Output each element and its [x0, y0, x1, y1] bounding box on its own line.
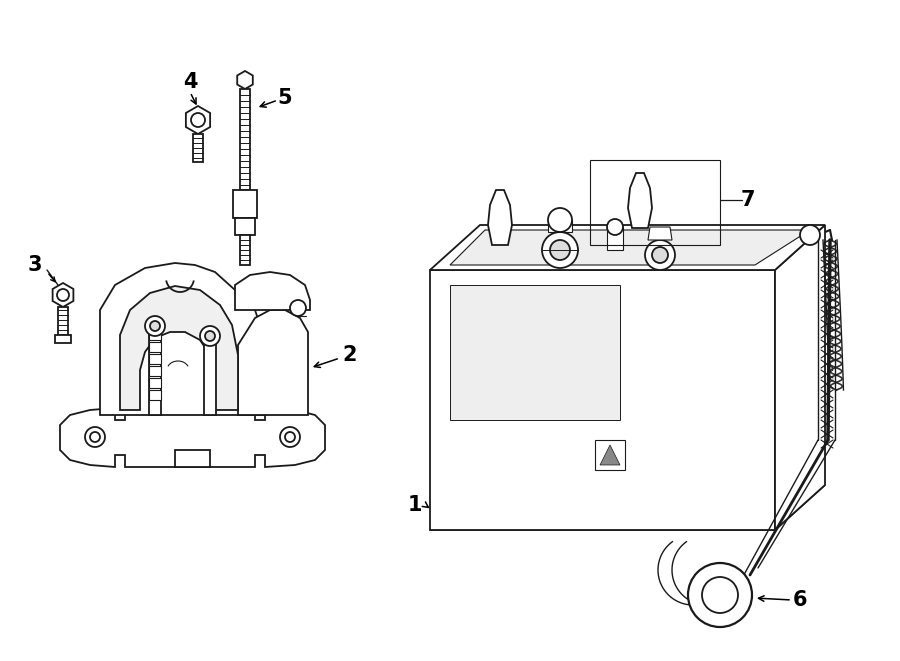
- Polygon shape: [60, 408, 325, 467]
- Text: 5: 5: [278, 88, 293, 108]
- Polygon shape: [607, 227, 623, 250]
- Circle shape: [800, 225, 820, 245]
- Polygon shape: [149, 342, 161, 352]
- Polygon shape: [450, 230, 810, 265]
- Polygon shape: [149, 330, 161, 415]
- Text: 2: 2: [343, 345, 357, 365]
- Circle shape: [542, 232, 578, 268]
- Polygon shape: [628, 173, 652, 228]
- Polygon shape: [548, 220, 572, 232]
- Polygon shape: [120, 286, 238, 410]
- Polygon shape: [595, 440, 625, 470]
- Circle shape: [191, 113, 205, 127]
- Polygon shape: [430, 485, 825, 530]
- Circle shape: [652, 247, 668, 263]
- Polygon shape: [240, 235, 250, 265]
- Circle shape: [285, 432, 295, 442]
- Circle shape: [150, 321, 160, 331]
- Polygon shape: [58, 307, 68, 335]
- Polygon shape: [235, 272, 310, 310]
- Polygon shape: [238, 71, 253, 89]
- Circle shape: [145, 316, 165, 336]
- Text: 7: 7: [741, 190, 755, 210]
- Polygon shape: [235, 218, 255, 235]
- Polygon shape: [450, 285, 620, 420]
- Circle shape: [548, 208, 572, 232]
- Polygon shape: [238, 310, 308, 415]
- Polygon shape: [149, 390, 161, 400]
- Polygon shape: [430, 270, 775, 530]
- Circle shape: [645, 240, 675, 270]
- Circle shape: [200, 326, 220, 346]
- Polygon shape: [175, 450, 210, 467]
- Text: 1: 1: [408, 495, 422, 515]
- Polygon shape: [775, 225, 825, 530]
- Polygon shape: [648, 227, 672, 240]
- Polygon shape: [186, 106, 210, 134]
- Polygon shape: [100, 263, 265, 415]
- Text: 4: 4: [183, 72, 197, 92]
- Polygon shape: [149, 354, 161, 364]
- Circle shape: [205, 331, 215, 341]
- Polygon shape: [149, 318, 161, 328]
- Polygon shape: [240, 89, 250, 190]
- Polygon shape: [600, 445, 620, 465]
- Polygon shape: [149, 366, 161, 376]
- Circle shape: [280, 427, 300, 447]
- Circle shape: [85, 427, 105, 447]
- Circle shape: [688, 563, 752, 627]
- Circle shape: [290, 300, 306, 316]
- Polygon shape: [149, 330, 161, 340]
- Text: 6: 6: [793, 590, 807, 610]
- Polygon shape: [149, 378, 161, 388]
- Circle shape: [607, 219, 623, 235]
- Polygon shape: [193, 134, 203, 162]
- Polygon shape: [430, 225, 825, 270]
- Circle shape: [57, 289, 69, 301]
- Polygon shape: [488, 190, 512, 245]
- Polygon shape: [204, 340, 216, 415]
- Text: 3: 3: [28, 255, 42, 275]
- Polygon shape: [233, 190, 257, 218]
- Circle shape: [90, 432, 100, 442]
- Circle shape: [550, 240, 570, 260]
- Polygon shape: [55, 335, 71, 343]
- Circle shape: [702, 577, 738, 613]
- Polygon shape: [52, 283, 74, 307]
